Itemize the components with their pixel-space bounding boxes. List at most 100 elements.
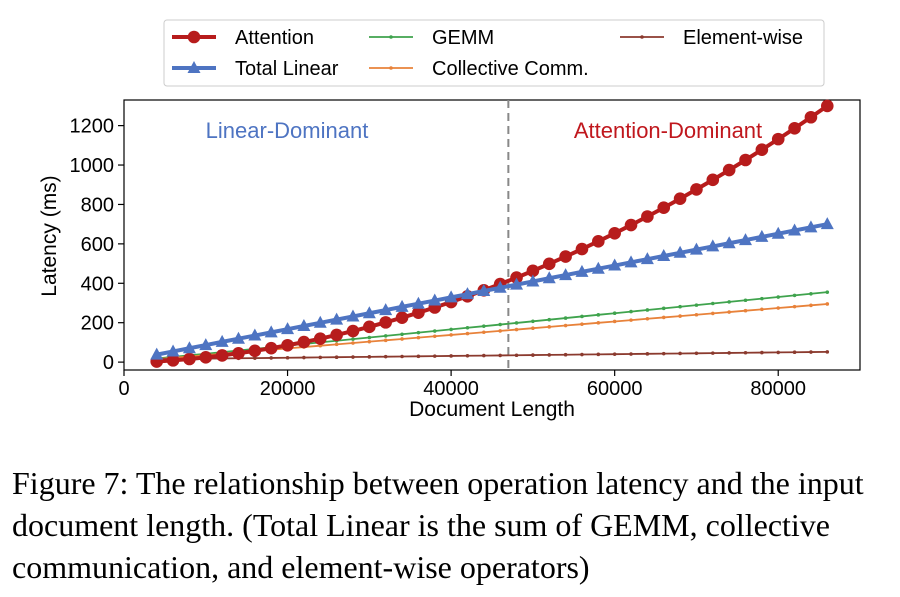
data-point-total-linear	[755, 229, 769, 242]
data-point-element-wise	[383, 354, 388, 359]
data-point-attention	[363, 320, 376, 334]
data-point-collective-comm	[563, 323, 568, 328]
data-point-collective-comm	[547, 325, 552, 329]
data-point-total-linear	[657, 248, 671, 261]
data-point-gemm	[351, 337, 355, 341]
data-point-attention	[706, 173, 720, 187]
data-point-gemm	[678, 304, 682, 309]
data-point-gemm	[596, 313, 601, 317]
data-point-total-linear	[460, 287, 474, 300]
data-point-attention	[510, 271, 523, 284]
data-point-element-wise	[269, 356, 274, 360]
data-point-collective-comm	[629, 318, 633, 322]
y-tick-label: 200	[81, 313, 114, 335]
data-point-gemm	[711, 301, 715, 306]
data-point-collective-comm	[792, 304, 797, 309]
data-point-element-wise	[760, 350, 764, 355]
data-point-collective-comm	[809, 303, 813, 308]
plot-frame	[123, 99, 861, 371]
data-point-gemm	[694, 303, 699, 307]
legend-label: Attention	[235, 27, 314, 49]
y-tick-label: 400	[81, 273, 114, 295]
data-point-total-linear	[395, 299, 409, 312]
data-point-element-wise	[318, 355, 323, 360]
data-point-attention	[624, 218, 638, 232]
legend-swatch-marker	[187, 61, 201, 73]
region-label-linear-dominant: Linear-Dominant	[206, 118, 369, 143]
data-point-element-wise	[465, 353, 470, 358]
data-point-attention	[755, 143, 769, 156]
data-point-total-linear	[510, 277, 524, 290]
data-point-element-wise	[629, 352, 633, 356]
data-point-element-wise	[253, 356, 257, 360]
legend-label: Element-wise	[683, 27, 803, 49]
legend-label: GEMM	[432, 27, 494, 49]
data-point-collective-comm	[776, 306, 781, 310]
data-point-attention	[608, 227, 621, 240]
data-point-total-linear	[673, 245, 687, 258]
data-point-element-wise	[498, 353, 502, 358]
data-point-attention	[199, 351, 213, 364]
legend-entry-collective-comm: Collective Comm.	[369, 58, 589, 80]
data-point-total-linear	[608, 258, 622, 271]
data-point-attention	[346, 324, 360, 338]
data-point-attention	[771, 132, 785, 146]
data-point-element-wise	[302, 355, 306, 360]
data-point-collective-comm	[596, 321, 601, 325]
series-total-linear	[150, 217, 834, 360]
series-element-wise	[154, 350, 830, 361]
data-point-gemm	[400, 332, 404, 337]
legend-label: Total Linear	[235, 58, 339, 80]
legend: Attention GEMM Element-wise Total Linear Col…	[163, 19, 825, 87]
data-point-collective-comm	[825, 302, 830, 306]
data-point-total-linear	[706, 239, 720, 252]
data-point-element-wise	[792, 350, 797, 355]
data-point-collective-comm	[449, 333, 453, 337]
data-point-collective-comm	[334, 342, 339, 347]
data-point-total-linear	[379, 303, 393, 316]
legend-entry-gemm: GEMM	[369, 27, 494, 49]
data-point-gemm	[776, 295, 781, 299]
data-point-total-linear	[362, 306, 376, 319]
data-point-gemm	[645, 308, 650, 312]
data-point-attention	[641, 210, 654, 223]
data-point-collective-comm	[531, 326, 535, 331]
data-point-element-wise	[596, 352, 601, 357]
data-point-gemm	[760, 296, 764, 301]
data-point-element-wise	[514, 353, 519, 358]
x-axis-label: Document Length	[409, 398, 575, 421]
data-point-attention	[739, 153, 752, 167]
data-point-collective-comm	[351, 341, 355, 345]
data-point-element-wise	[711, 351, 715, 355]
data-point-attention	[559, 250, 572, 263]
data-point-element-wise	[367, 355, 372, 359]
data-point-element-wise	[432, 354, 437, 358]
data-point-element-wise	[531, 353, 535, 357]
legend-label: Collective Comm.	[432, 58, 589, 80]
data-point-total-linear	[591, 261, 605, 274]
figure-caption: Figure 7: The relationship between opera…	[12, 465, 864, 585]
data-point-attention	[313, 332, 327, 345]
legend-entry-attention: Attention	[172, 27, 314, 49]
data-point-collective-comm	[694, 312, 699, 317]
data-point-element-wise	[645, 352, 650, 356]
data-point-collective-comm	[760, 307, 764, 312]
legend-swatch-marker	[389, 66, 393, 70]
y-tick-label: 1200	[70, 116, 115, 138]
data-point-gemm	[727, 300, 731, 304]
data-point-collective-comm	[498, 329, 502, 333]
x-tick-label: 40000	[423, 378, 479, 400]
data-point-collective-comm	[514, 327, 519, 332]
data-point-attention	[673, 192, 687, 205]
data-point-attention	[183, 352, 196, 366]
data-point-attention	[722, 163, 736, 177]
legend-swatch-marker	[187, 30, 201, 44]
data-point-gemm	[809, 291, 813, 296]
legend-entry-total-linear: Total Linear	[172, 58, 339, 80]
data-point-total-linear	[722, 236, 736, 249]
data-point-gemm	[825, 290, 830, 294]
data-point-gemm	[661, 306, 666, 311]
data-point-element-wise	[580, 352, 584, 357]
data-point-collective-comm	[465, 331, 470, 336]
data-point-element-wise	[482, 353, 486, 358]
